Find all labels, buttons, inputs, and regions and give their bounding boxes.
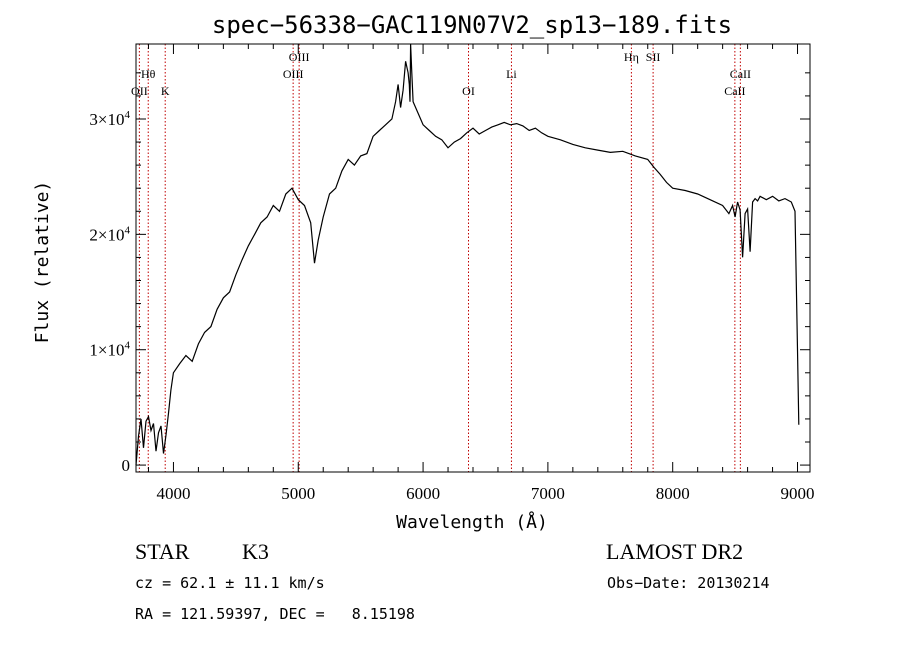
- y-tick-label: 2×104: [89, 224, 130, 244]
- y-tick-exponent: 4: [125, 109, 131, 121]
- x-tick-label: 9000: [781, 484, 815, 503]
- x-tick-label: 6000: [406, 484, 440, 503]
- object-class: STAR: [135, 539, 190, 564]
- line-marker-label: Hθ: [141, 67, 156, 81]
- chart-title: spec−56338−GAC119N07V2_sp13−189.fits: [212, 11, 732, 39]
- y-tick-exponent: 4: [125, 340, 131, 352]
- axis-ticks: 4000 5000 6000 7000 8000 9000 0 1×104 2×104 3×104: [89, 44, 815, 503]
- line-marker-label: OIII: [283, 67, 304, 81]
- line-markers: OII Hθ K OIII OIII OI Li Hη SII CaII CaII: [131, 44, 751, 472]
- y-tick-label: 0: [122, 456, 131, 475]
- spectrum-line: [135, 43, 800, 466]
- x-tick-label: 5000: [281, 484, 315, 503]
- line-marker-label: CaII: [730, 67, 751, 81]
- survey-name: LAMOST DR2: [606, 539, 743, 564]
- x-tick-label: 8000: [656, 484, 690, 503]
- line-marker-label: OI: [462, 84, 475, 98]
- line-marker-label: SII: [646, 50, 661, 64]
- x-tick-label: 4000: [156, 484, 190, 503]
- y-tick-exponent: 4: [125, 224, 131, 236]
- y-tick-label: 3×104: [89, 109, 130, 129]
- line-marker-label: OIII: [289, 50, 310, 64]
- line-marker-label: Li: [506, 67, 517, 81]
- obs-date: Obs−Date: 20130214: [607, 574, 770, 592]
- plot-frame: [135, 43, 811, 473]
- object-subclass: K3: [242, 539, 269, 564]
- line-marker-label: OII: [131, 84, 148, 98]
- line-marker-label: CaII: [724, 84, 745, 98]
- line-marker-label: K: [161, 84, 170, 98]
- coordinates: RA = 121.59397, DEC = 8.15198: [135, 605, 415, 623]
- redshift-info: cz = 62.1 ± 11.1 km/s: [135, 574, 325, 592]
- y-tick-label: 1×104: [89, 340, 130, 360]
- line-marker-label: Hη: [624, 50, 639, 64]
- x-axis-label: Wavelength (Å): [396, 511, 548, 533]
- x-tick-label: 7000: [531, 484, 565, 503]
- y-axis-label: Flux (relative): [32, 181, 53, 344]
